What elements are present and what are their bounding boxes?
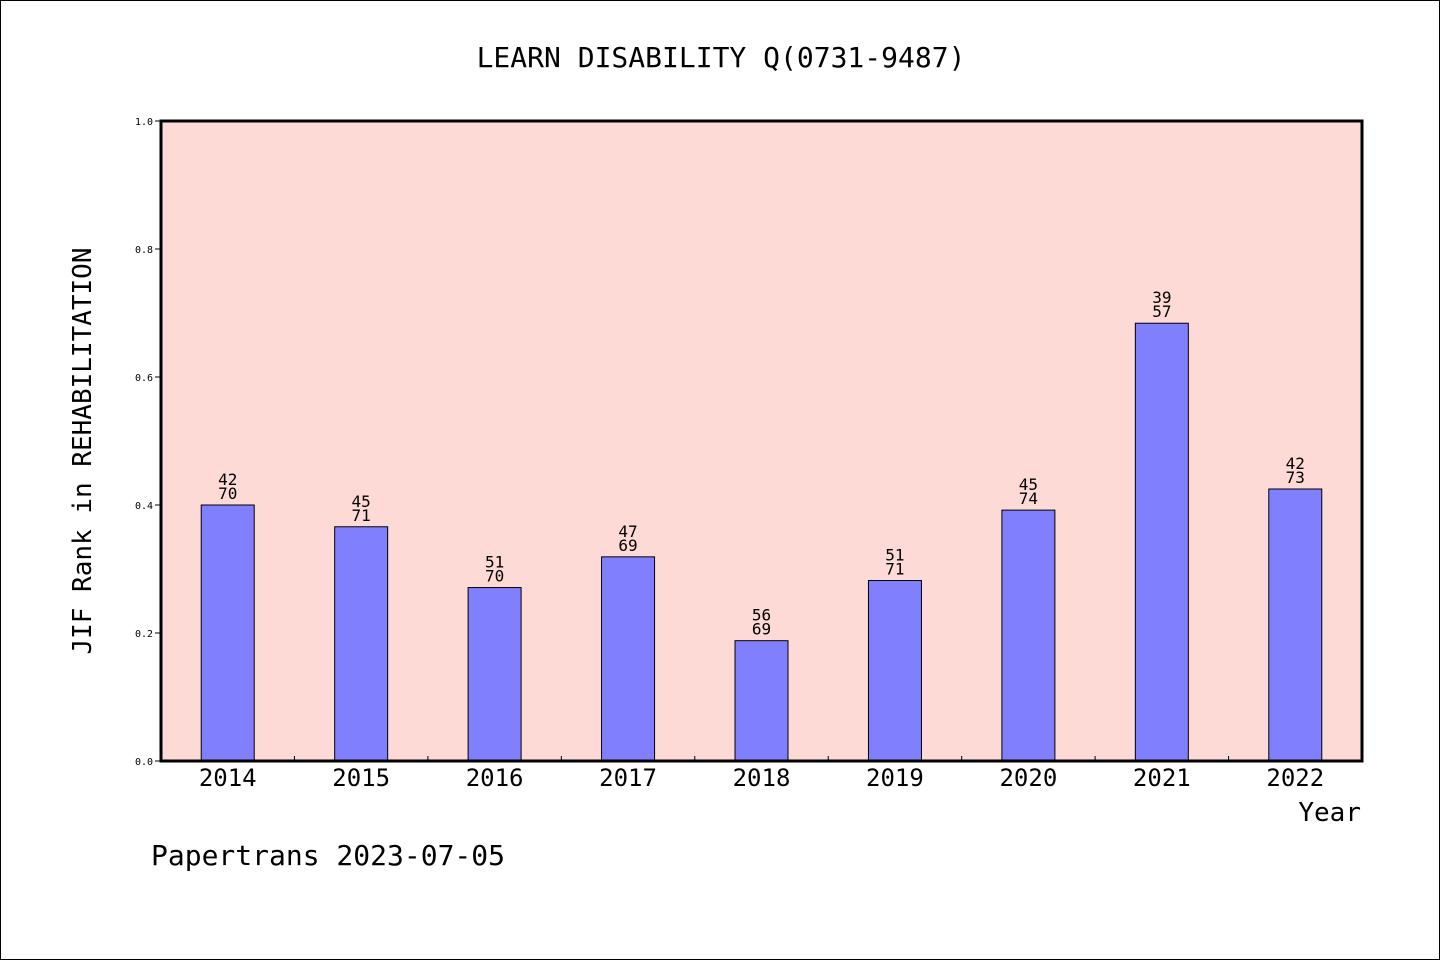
- bar-total-label-2016: 70: [485, 567, 504, 586]
- bar-total-label-2020: 74: [1019, 489, 1038, 508]
- bar-2021: [1134, 322, 1189, 762]
- chart-title: LEARN DISABILITY Q(0731-9487): [477, 41, 966, 74]
- bar-total-label-2014: 70: [218, 484, 237, 503]
- bar-total-label-2017: 69: [618, 536, 637, 555]
- bar-2019: [867, 580, 922, 762]
- bar-2022: [1268, 488, 1323, 762]
- bar-rank-label-2022: 42: [1286, 454, 1305, 473]
- y-tick-label: 0.4: [135, 501, 153, 512]
- footer-text: Papertrans 2023-07-05: [151, 839, 505, 872]
- bar-2020: [1001, 509, 1056, 762]
- bar-2014: [200, 504, 255, 762]
- x-tick-label-2022: 2022: [1266, 764, 1324, 792]
- bar-total-label-2019: 71: [885, 560, 904, 579]
- x-tick-label-2015: 2015: [332, 764, 390, 792]
- y-tick-label: 0.8: [135, 245, 153, 256]
- x-axis-label: Year: [1298, 798, 1361, 828]
- bar-rank-label-2021: 39: [1152, 288, 1171, 307]
- y-tick-label: 0.0: [135, 757, 153, 768]
- bar-rank-label-2018: 56: [752, 606, 771, 625]
- bar-rank-label-2017: 47: [618, 522, 637, 541]
- y-tick-label: 0.2: [135, 629, 153, 640]
- bar-2016: [467, 587, 522, 762]
- bar-rank-label-2015: 45: [352, 492, 371, 511]
- bar-2018: [734, 640, 789, 762]
- x-tick-label-2018: 2018: [733, 764, 791, 792]
- bar-rank-label-2019: 51: [885, 546, 904, 565]
- y-tick-label: 0.6: [135, 373, 153, 384]
- y-tick-label: 1.0: [135, 117, 153, 128]
- x-tick-label-2014: 2014: [199, 764, 257, 792]
- bar-rank-label-2020: 45: [1019, 475, 1038, 494]
- bar-2015: [334, 526, 389, 762]
- bar-total-label-2015: 71: [352, 506, 371, 525]
- bar-rank-label-2016: 51: [485, 553, 504, 572]
- bar-rank-label-2014: 42: [218, 470, 237, 489]
- x-tick-label-2021: 2021: [1133, 764, 1191, 792]
- bar-total-label-2022: 73: [1286, 468, 1305, 487]
- bar-total-label-2018: 69: [752, 620, 771, 639]
- x-tick-label-2020: 2020: [999, 764, 1057, 792]
- x-tick-label-2017: 2017: [599, 764, 657, 792]
- x-tick-label-2016: 2016: [466, 764, 524, 792]
- y-axis-label: JIF Rank in REHABILITATION: [68, 248, 98, 655]
- bar-2017: [601, 556, 656, 762]
- bar-total-label-2021: 57: [1152, 302, 1171, 321]
- x-tick-label-2019: 2019: [866, 764, 924, 792]
- plot-border: [159, 119, 1364, 763]
